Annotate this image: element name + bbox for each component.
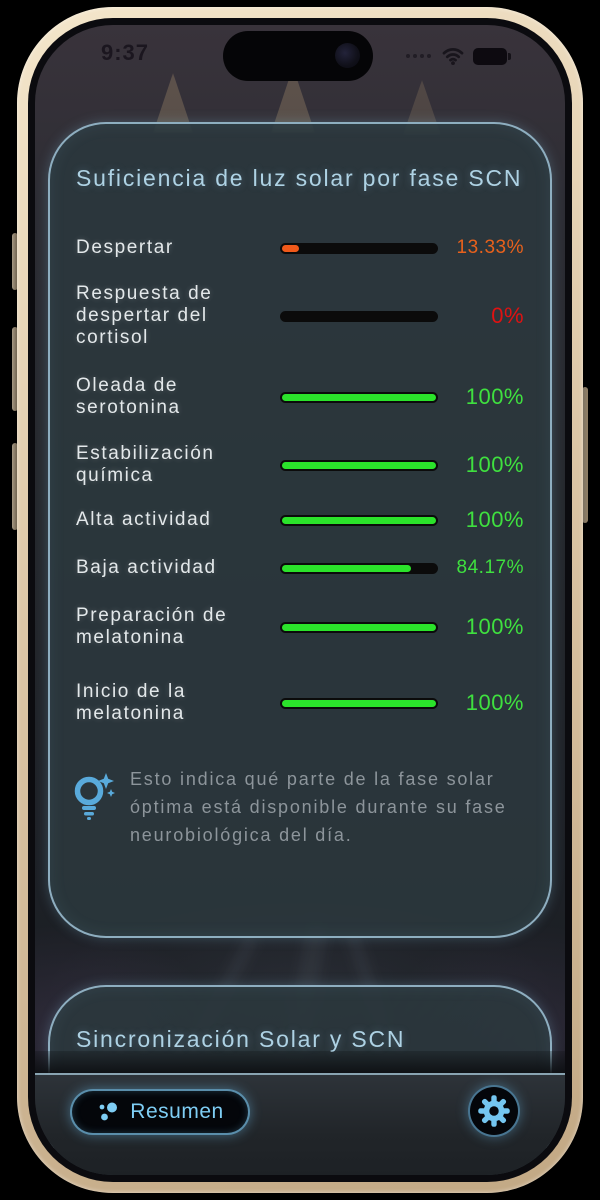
bottom-shade (35, 1051, 565, 1073)
phase-value: 13.33% (456, 237, 524, 258)
card-title: Sincronización Solar y SCN (76, 1026, 406, 1052)
info-note-text: Esto indica qué parte de la fase solar ó… (130, 769, 507, 845)
progress-bar (280, 459, 438, 471)
settings-button[interactable] (468, 1085, 520, 1137)
phase-value: 100% (465, 507, 524, 532)
dots-cluster-icon (99, 1102, 118, 1121)
progress-fill (282, 699, 436, 707)
phase-label: Alta actividad (76, 509, 212, 530)
status-icons (405, 47, 511, 65)
wifi-icon (442, 47, 464, 65)
phase-value: 0% (491, 303, 524, 328)
front-camera (335, 43, 360, 68)
progress-row: Estabilización química 100% (70, 443, 530, 487)
progress-row: Alta actividad 100% (70, 507, 530, 533)
volume-down-button[interactable] (12, 443, 18, 530)
action-button[interactable] (12, 233, 18, 290)
phone-screen: 9:37 (35, 25, 565, 1175)
cellular-signal-icon (406, 54, 431, 58)
progress-fill (282, 244, 300, 252)
battery-icon (473, 47, 511, 65)
progress-fill (282, 516, 436, 524)
progress-row: Preparación de melatonina 100% (70, 605, 530, 649)
progress-fill (282, 461, 436, 469)
summary-button-label: Resumen (130, 1100, 224, 1123)
phase-label: Oleada de serotonina (76, 375, 181, 418)
phase-label: Preparación de melatonina (76, 605, 228, 648)
phase-value: 100% (465, 384, 524, 409)
progress-bar (280, 391, 438, 403)
progress-bar (280, 562, 438, 574)
progress-fill (282, 564, 411, 572)
sunlight-sufficiency-card: Suficiencia de luz solar por fase SCN De… (48, 122, 552, 938)
progress-row: Inicio de la melatonina 100% (70, 681, 530, 725)
info-note: Esto indica qué parte de la fase solar ó… (70, 765, 530, 849)
phone-frame: 9:37 (17, 7, 583, 1193)
phase-label: Inicio de la melatonina (76, 681, 187, 724)
progress-row: Respuesta de despertar del cortisol 0% (70, 283, 530, 349)
status-time: 9:37 (101, 40, 150, 65)
progress-bar (280, 242, 438, 254)
gear-icon (478, 1095, 510, 1127)
progress-bar (280, 697, 438, 709)
card-title: Suficiencia de luz solar por fase SCN (76, 165, 523, 191)
progress-row: Oleada de serotonina 100% (70, 375, 530, 419)
phase-label: Baja actividad (76, 557, 217, 578)
progress-bar (280, 310, 438, 322)
progress-bar (280, 514, 438, 526)
progress-row: Despertar 13.33% (70, 237, 530, 259)
power-button[interactable] (582, 387, 588, 523)
progress-row: Baja actividad 84.17% (70, 557, 530, 579)
summary-button[interactable]: Resumen (70, 1089, 250, 1135)
phase-value: 100% (465, 614, 524, 639)
volume-up-button[interactable] (12, 327, 18, 411)
dynamic-island (223, 31, 373, 81)
phase-value: 100% (465, 452, 524, 477)
progress-fill (282, 623, 436, 631)
phase-label: Estabilización química (76, 443, 215, 486)
phase-label: Despertar (76, 237, 174, 258)
phase-value: 84.17% (456, 557, 524, 578)
bottom-bar: Resumen (35, 1073, 565, 1175)
progress-fill (282, 393, 436, 401)
phase-label: Respuesta de despertar del cortisol (76, 283, 213, 348)
phone-bezel: 9:37 (28, 18, 572, 1182)
progress-bar (280, 621, 438, 633)
phase-value: 100% (465, 690, 524, 715)
lightbulb-sparkle-icon (74, 773, 115, 820)
